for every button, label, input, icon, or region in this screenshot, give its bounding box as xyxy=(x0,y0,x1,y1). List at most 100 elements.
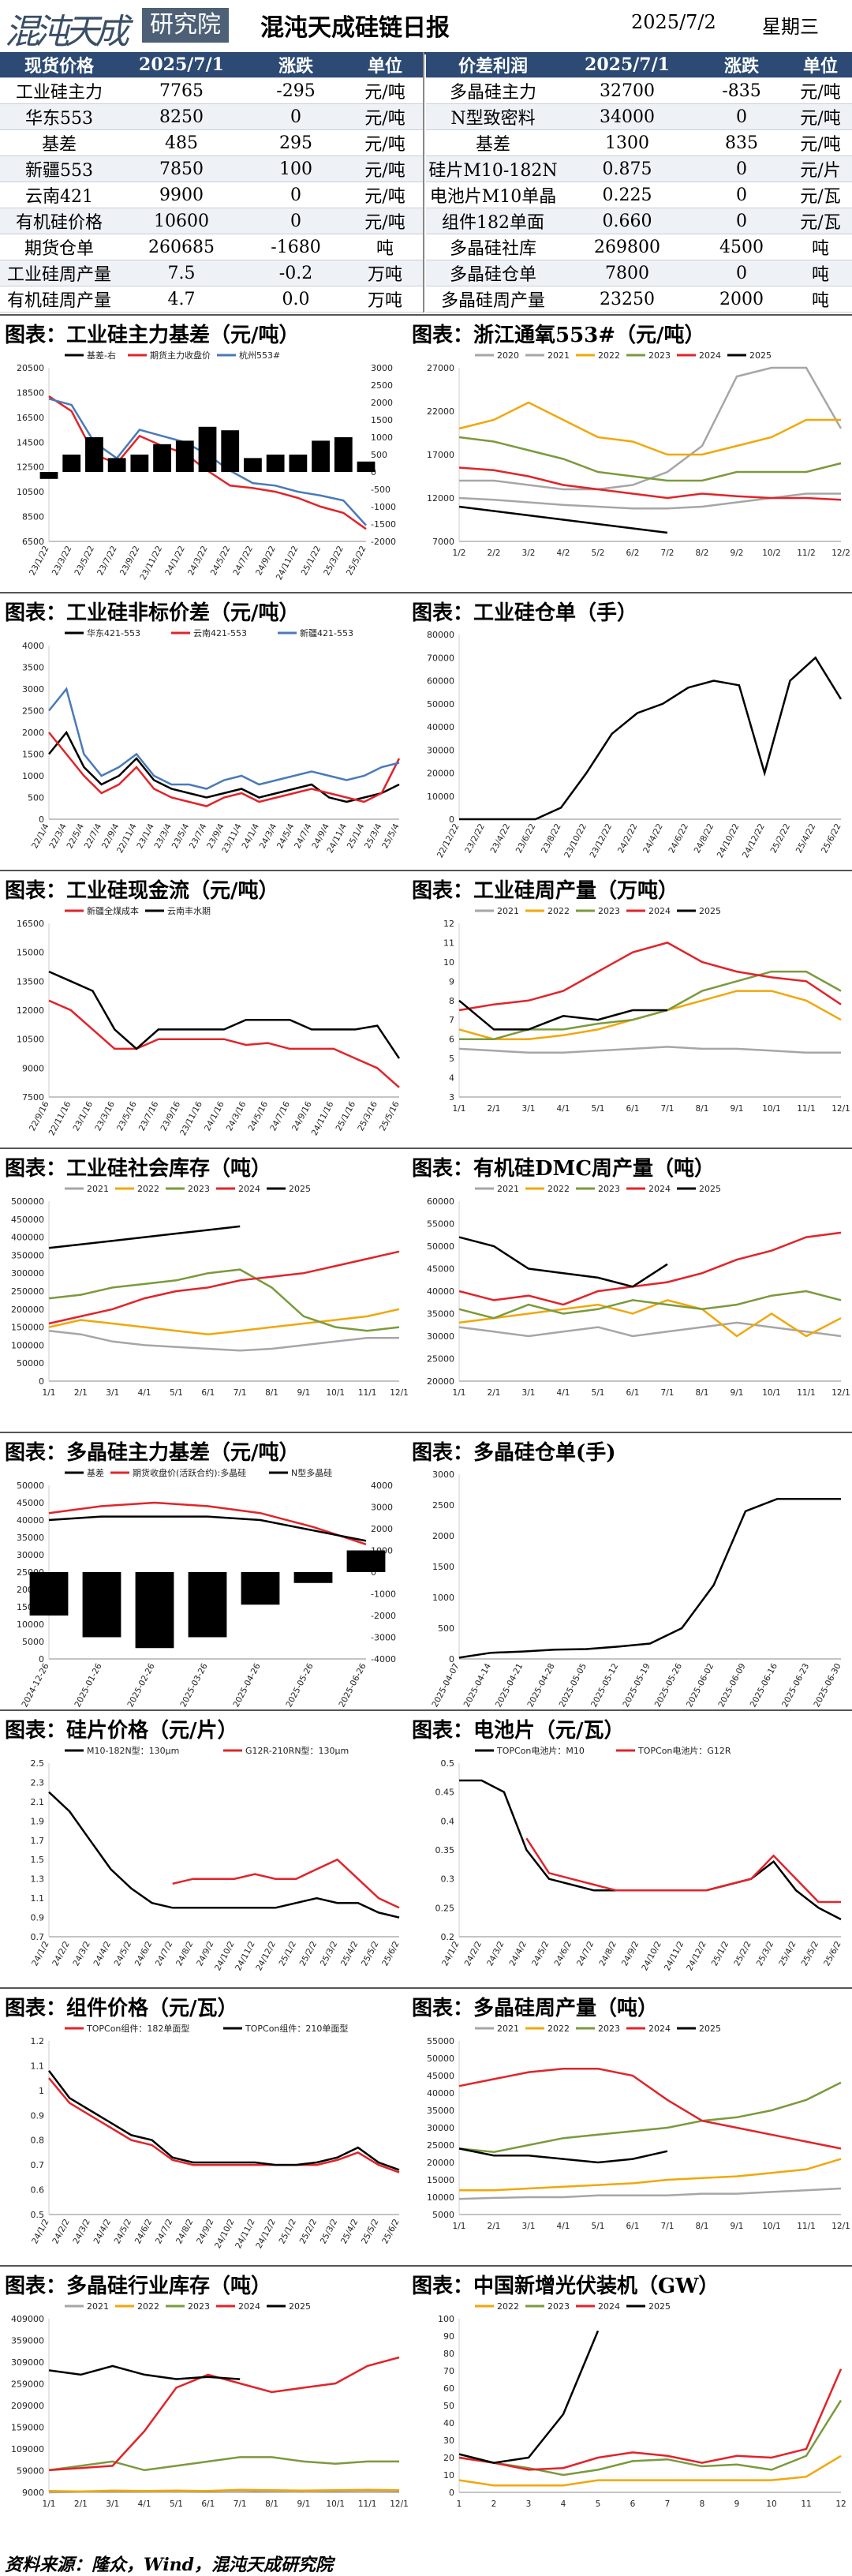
x-tick-label: 25/3/16 xyxy=(356,1099,379,1133)
x-tick-label: 25/6/2 xyxy=(380,2218,401,2245)
chart-c2: 7000 12000 17000 22000 27000 1/2 2/2 3/2 4/2 5/2 6… xyxy=(410,346,852,590)
y-tick-label: 159000 xyxy=(11,2423,44,2433)
x-tick-label: 23/10/22 xyxy=(562,822,589,859)
y-tick-label: 250000 xyxy=(11,1286,44,1297)
y-tick-label: 9000 xyxy=(22,1063,44,1073)
x-tick-label: 24/9/22 xyxy=(254,545,278,577)
series-line-5 xyxy=(458,505,668,534)
y-tick-label: 14500 xyxy=(17,437,44,447)
basis-bar xyxy=(244,458,262,472)
x-tick-label: 11/1 xyxy=(797,1104,816,1114)
x-tick-label: 23/9/16 xyxy=(159,1099,183,1133)
x-tick-label: 24/5/2 xyxy=(113,1940,133,1968)
x-tick-label: 6/1 xyxy=(201,1388,215,1398)
x-tick-label: 24/8/2 xyxy=(597,1940,618,1968)
table-cell: 元/吨 xyxy=(347,103,423,130)
y-tick-label: 45000 xyxy=(427,2071,454,2081)
x-tick-label: 2025-06-23 xyxy=(780,1662,811,1708)
x-tick-label: 24/11/22 xyxy=(275,545,301,582)
x-tick-label: 24/5/2 xyxy=(113,2218,133,2245)
y-tick-label: 30 xyxy=(443,2436,454,2446)
table-cell: 吨 xyxy=(789,234,852,260)
x-tick-label: 12 xyxy=(835,2499,846,2509)
row-separator xyxy=(0,870,852,871)
chart-title: 图表：工业硅周产量（万吨） xyxy=(412,879,679,903)
table-cell: 多晶硅仓单 xyxy=(426,260,560,286)
y-tick-label: 500 xyxy=(438,1623,454,1634)
basis-bar xyxy=(82,1572,121,1638)
y2-tick-label: 4000 xyxy=(371,1481,393,1491)
chart-svg: 0500100015002000250030003500400022/1/422… xyxy=(22,627,402,855)
row-separator xyxy=(0,1987,852,1989)
x-tick-label: 5/1 xyxy=(592,2222,605,2231)
y2-tick-label: -4000 xyxy=(371,1654,396,1664)
x-tick-label: 22/11/16 xyxy=(47,1100,73,1138)
legend-label: 2022 xyxy=(598,350,620,361)
series-line-1 xyxy=(48,2069,400,2171)
y-tick-label: 0.35 xyxy=(435,1845,455,1855)
y-tick-label: 0.4 xyxy=(441,1816,455,1826)
table-row: 云南421 9900 0 元/吨 xyxy=(0,182,423,208)
chart-c5: 7500 9000 10500 12000 13500 15000 16500 22/9/16… xyxy=(0,901,410,1146)
logo-calligraphy: 混沌天成 xyxy=(5,12,129,52)
row-separator xyxy=(0,1709,852,1711)
y-tick-label: 9 xyxy=(449,976,454,987)
legend-label: 2025 xyxy=(648,2301,671,2312)
x-tick-label: 24/12/2 xyxy=(254,2218,278,2250)
x-tick-label: 3/1 xyxy=(522,1104,536,1114)
y-tick-label: 1000 xyxy=(432,1593,454,1603)
y-tick-label: 80 xyxy=(443,2349,454,2359)
x-tick-label: 2025-03-26 xyxy=(178,1662,209,1708)
chart-title: 图表：有机硅DMC周产量（吨） xyxy=(412,1157,716,1181)
chart-title: 图表：工业硅现金流（元/吨） xyxy=(5,879,279,903)
series-line-0 xyxy=(48,1329,399,1352)
y-tick-label: 50000 xyxy=(427,1241,454,1252)
series-line-0 xyxy=(458,1497,841,1659)
x-tick-label: 25/6/22 xyxy=(820,822,843,855)
x-tick-label: 8 xyxy=(700,2499,705,2509)
x-tick-label: 23/3/22 xyxy=(50,545,74,577)
table-cell: -0.2 xyxy=(245,260,347,286)
x-tick-label: 11/1 xyxy=(797,2222,816,2231)
table-cell: 新疆553 xyxy=(0,155,118,182)
y-tick-label: 359000 xyxy=(11,2336,44,2346)
y-tick-label: 80000 xyxy=(427,630,454,640)
legend-label: 新疆421-553 xyxy=(300,627,353,638)
y-tick-label: 0.5 xyxy=(441,1758,455,1769)
y2-tick-label: 2500 xyxy=(371,380,393,391)
x-tick-label: 24/2/2 xyxy=(463,1940,484,1968)
y-tick-label: 40000 xyxy=(427,1286,454,1297)
x-tick-label: 5/1 xyxy=(170,2499,183,2509)
table-cell: 0 xyxy=(694,260,789,286)
series-line-1 xyxy=(48,1515,367,1542)
y-tick-label: 27000 xyxy=(427,363,454,373)
x-tick-label: 23/12/22 xyxy=(589,822,615,859)
table-cell: 华东553 xyxy=(0,103,118,130)
report-weekday: 星期三 xyxy=(762,16,819,38)
y-tick-label: 20000 xyxy=(427,769,454,779)
table-row: 有机硅周产量 4.7 0.0 万吨 xyxy=(0,286,423,313)
x-tick-label: 4 xyxy=(561,2499,566,2509)
x-tick-label: 7/1 xyxy=(234,1388,247,1398)
y-tick-label: 10000 xyxy=(17,1619,44,1630)
legend-label: 2022 xyxy=(547,1184,570,1194)
y-tick-label: 5000 xyxy=(432,2210,454,2220)
y-tick-label: 10000 xyxy=(427,792,454,802)
x-tick-label: 2025-06-26 xyxy=(337,1662,368,1708)
x-tick-label: 10/1 xyxy=(762,2222,781,2231)
x-tick-label: 9/1 xyxy=(297,1388,310,1398)
y-tick-label: 100 xyxy=(438,2314,454,2324)
y-tick-label: 12500 xyxy=(17,462,44,473)
x-tick-label: 24/4/2 xyxy=(92,2218,113,2245)
y-tick-label: 0 xyxy=(449,1654,454,1664)
y2-tick-label: -1000 xyxy=(371,502,396,512)
legend-label: 2024 xyxy=(648,906,671,916)
legend-label: TOPCon电池片：G12R xyxy=(637,1746,731,1756)
y-tick-label: 7 xyxy=(449,1015,454,1025)
table-cell: 32700 xyxy=(560,77,694,104)
table-row: 电池片M10单晶 0.225 0 元/瓦 xyxy=(426,182,852,208)
y-tick-label: 25000 xyxy=(427,2140,454,2151)
y-tick-label: 350000 xyxy=(11,1250,44,1260)
y2-tick-label: 1000 xyxy=(371,432,393,443)
